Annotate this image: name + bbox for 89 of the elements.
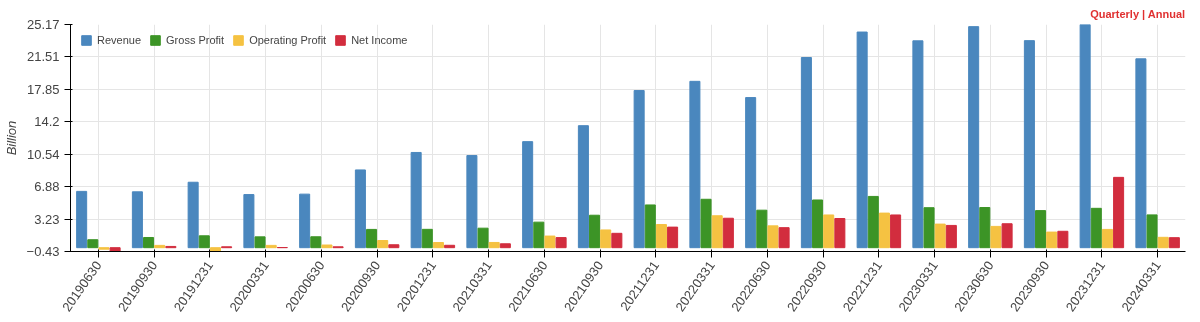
bar	[1057, 230, 1069, 249]
bar	[310, 236, 322, 249]
y-tick-label: −0.43	[26, 244, 60, 259]
bar	[1035, 210, 1047, 249]
bar	[499, 243, 511, 249]
bar	[1046, 231, 1058, 249]
bar	[756, 209, 768, 249]
y-tick-label: 3.23	[34, 211, 60, 227]
legend-label: Revenue	[97, 34, 142, 46]
bar	[644, 204, 656, 249]
bar	[633, 90, 645, 249]
bar	[745, 97, 757, 249]
bar	[878, 212, 890, 249]
bar	[555, 237, 567, 249]
bar	[767, 225, 779, 249]
bar	[254, 236, 266, 249]
bar	[577, 125, 589, 249]
bar	[444, 244, 456, 249]
bar	[544, 235, 556, 249]
bar	[934, 223, 946, 249]
bar	[477, 227, 489, 249]
bar	[488, 241, 500, 249]
bar	[834, 218, 846, 249]
bar	[945, 224, 957, 249]
y-tick-label: 21.51	[26, 49, 60, 65]
bar	[1113, 176, 1125, 249]
bar	[890, 214, 902, 249]
bar	[1090, 207, 1102, 249]
bar	[689, 80, 701, 249]
bar	[187, 181, 199, 249]
bar	[243, 194, 255, 249]
bar	[143, 236, 155, 249]
bar	[778, 227, 790, 249]
bar	[154, 244, 166, 249]
legend-label: Operating Profit	[249, 34, 327, 46]
bar	[1079, 24, 1091, 249]
y-axis-title: Billion	[3, 120, 19, 156]
bar	[1101, 228, 1113, 249]
bar	[812, 199, 824, 249]
bar	[299, 193, 311, 249]
bar	[1023, 40, 1035, 249]
bar	[198, 235, 210, 249]
y-tick-label: 14.2	[34, 114, 60, 130]
bar	[867, 195, 879, 249]
bar	[1146, 214, 1158, 249]
y-tick-label: 10.54	[26, 146, 60, 162]
bar	[923, 207, 935, 249]
bar	[131, 191, 143, 249]
bar	[87, 239, 99, 249]
bar	[711, 215, 723, 249]
y-tick-label: 25.17	[26, 17, 60, 32]
bar	[421, 228, 433, 249]
bar	[388, 244, 400, 249]
bar	[912, 40, 924, 249]
bar	[667, 226, 679, 249]
bar	[722, 217, 734, 249]
bar	[1168, 237, 1180, 249]
bar	[109, 247, 121, 252]
bar	[366, 228, 378, 249]
bar	[265, 244, 277, 249]
bar	[410, 151, 422, 249]
text: Quarterly | Annual	[1090, 7, 1186, 20]
bar	[76, 190, 88, 249]
bar	[466, 155, 478, 249]
bar	[209, 247, 221, 252]
legend-label: Net Income	[351, 34, 408, 46]
bar	[589, 214, 601, 249]
bar	[990, 225, 1002, 249]
bar	[800, 56, 812, 249]
bar	[968, 26, 980, 249]
bar	[1135, 58, 1147, 249]
bar	[700, 198, 712, 249]
bar	[979, 207, 991, 249]
y-tick-label: 6.88	[34, 179, 60, 195]
bar	[321, 244, 333, 249]
bar	[1001, 223, 1013, 249]
bar	[655, 224, 667, 249]
legend-label: Gross Profit	[166, 34, 225, 46]
bar	[533, 221, 545, 249]
bar	[611, 232, 623, 249]
bar	[856, 31, 868, 249]
bar	[377, 240, 389, 249]
bar	[522, 141, 534, 249]
bar	[432, 242, 444, 249]
bar	[354, 169, 366, 249]
bar	[600, 229, 612, 249]
y-tick-label: 17.85	[26, 81, 60, 97]
bar	[823, 214, 835, 249]
bar	[1157, 236, 1169, 249]
